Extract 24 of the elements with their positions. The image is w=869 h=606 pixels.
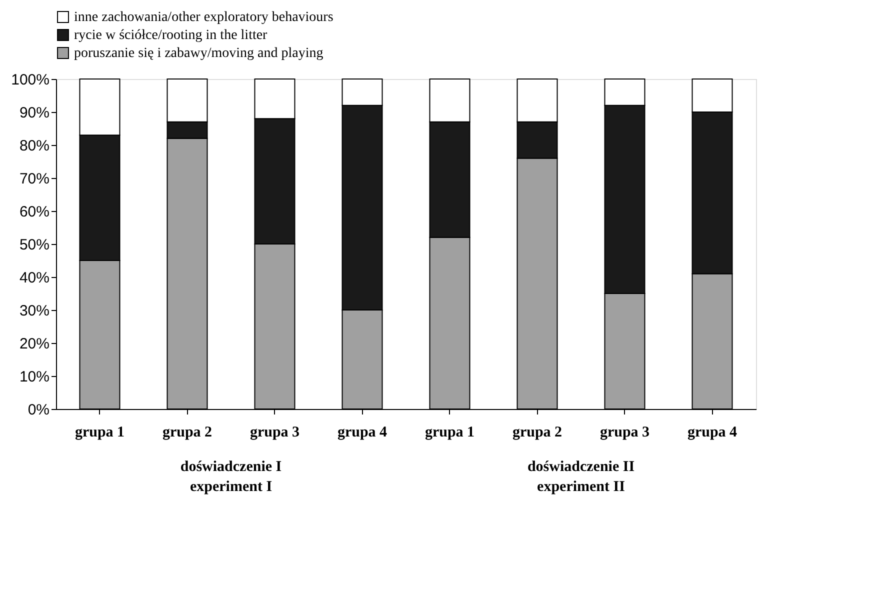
y-tick-label: 90% bbox=[19, 104, 50, 122]
text: doświadczenie I experiment I bbox=[180, 459, 282, 495]
legend-label: poruszanie się i zabawy/moving and playing bbox=[74, 46, 324, 61]
y-tick-label: 20% bbox=[19, 336, 50, 352]
legend-label: rycie w ściółce/rooting in the litter bbox=[74, 28, 268, 43]
x-tick-label: grupa 4 bbox=[687, 424, 738, 440]
y-tick-label: 50% bbox=[19, 236, 50, 254]
x-tick-label: grupa 2 bbox=[512, 424, 562, 440]
y-tick-label: 0% bbox=[28, 402, 50, 418]
text: doświadczenie II experiment II bbox=[527, 459, 635, 495]
x-tick-label: grupa 1 bbox=[74, 424, 125, 440]
y-tick-label: 60% bbox=[19, 204, 50, 220]
y-tick-label: 100% bbox=[11, 72, 50, 88]
y-tick-label: 30% bbox=[19, 302, 50, 320]
x-tick-label: grupa 3 bbox=[250, 424, 300, 440]
y-tick-label: 70% bbox=[19, 170, 50, 188]
legend-label: inne zachowania/other exploratory behaviours bbox=[74, 10, 334, 25]
y-tick-label: 10% bbox=[19, 368, 50, 386]
x-tick-label: grupa 1 bbox=[424, 424, 475, 440]
x-tick-label: grupa 2 bbox=[162, 424, 212, 440]
y-tick-label: 80% bbox=[19, 138, 50, 154]
x-tick-label: grupa 4 bbox=[337, 424, 388, 440]
x-tick-label: grupa 3 bbox=[600, 424, 650, 440]
y-tick-label: 40% bbox=[19, 270, 50, 286]
